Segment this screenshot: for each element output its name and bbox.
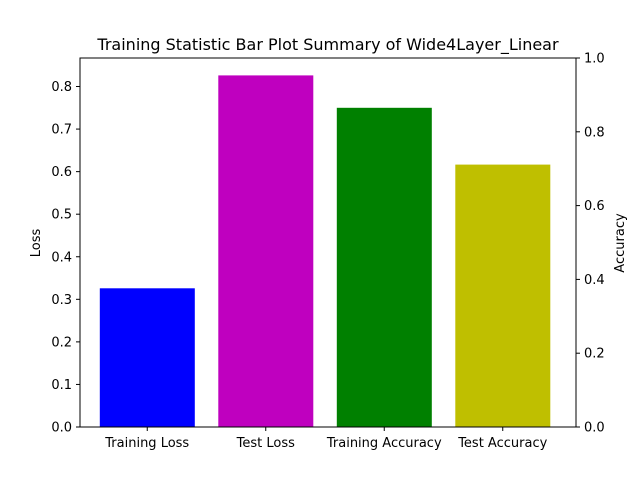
left-tick-label: 0.4 bbox=[51, 250, 72, 265]
x-tick-label: Test Loss bbox=[236, 436, 295, 451]
chart-title: Training Statistic Bar Plot Summary of W… bbox=[96, 35, 559, 55]
right-tick-label: 1.0 bbox=[584, 52, 605, 67]
x-tick-label: Test Accuracy bbox=[457, 436, 547, 451]
left-tick-label: 0.3 bbox=[51, 293, 72, 308]
x-tick-label: Training Loss bbox=[104, 436, 189, 451]
bar-training-accuracy bbox=[336, 107, 432, 428]
x-tick-label: Training Accuracy bbox=[326, 436, 442, 451]
right-tick-label: 0.6 bbox=[584, 199, 605, 214]
right-tick-label: 0.4 bbox=[584, 273, 605, 288]
left-tick-label: 0.6 bbox=[51, 165, 72, 180]
left-tick-label: 0.5 bbox=[51, 208, 72, 223]
left-tick-label: 0.1 bbox=[51, 378, 72, 393]
left-axis-ticks: 0.0 0.1 0.2 0.3 0.4 0.5 0.6 0.7 0.8 bbox=[51, 80, 80, 436]
left-tick-label: 0.0 bbox=[51, 421, 72, 436]
left-tick-label: 0.2 bbox=[51, 335, 72, 350]
bars-group bbox=[99, 75, 551, 428]
bar-test-accuracy bbox=[455, 164, 551, 427]
x-axis-ticks: Training Loss Test Loss Training Accuracy T… bbox=[104, 427, 548, 451]
plot-frame bbox=[79, 57, 577, 428]
left-tick-label: 0.7 bbox=[51, 123, 72, 138]
right-axis-label: Accuracy bbox=[613, 213, 628, 273]
right-tick-label: 0.0 bbox=[584, 421, 605, 436]
left-axis-label: Loss bbox=[29, 229, 44, 258]
right-tick-label: 0.8 bbox=[584, 125, 605, 140]
right-tick-label: 0.2 bbox=[584, 347, 605, 362]
bar-training-loss bbox=[99, 288, 195, 427]
right-axis-ticks: 0.0 0.2 0.4 0.6 0.8 1.0 bbox=[576, 52, 605, 436]
bar-test-loss bbox=[218, 75, 314, 428]
left-tick-label: 0.8 bbox=[51, 80, 72, 95]
